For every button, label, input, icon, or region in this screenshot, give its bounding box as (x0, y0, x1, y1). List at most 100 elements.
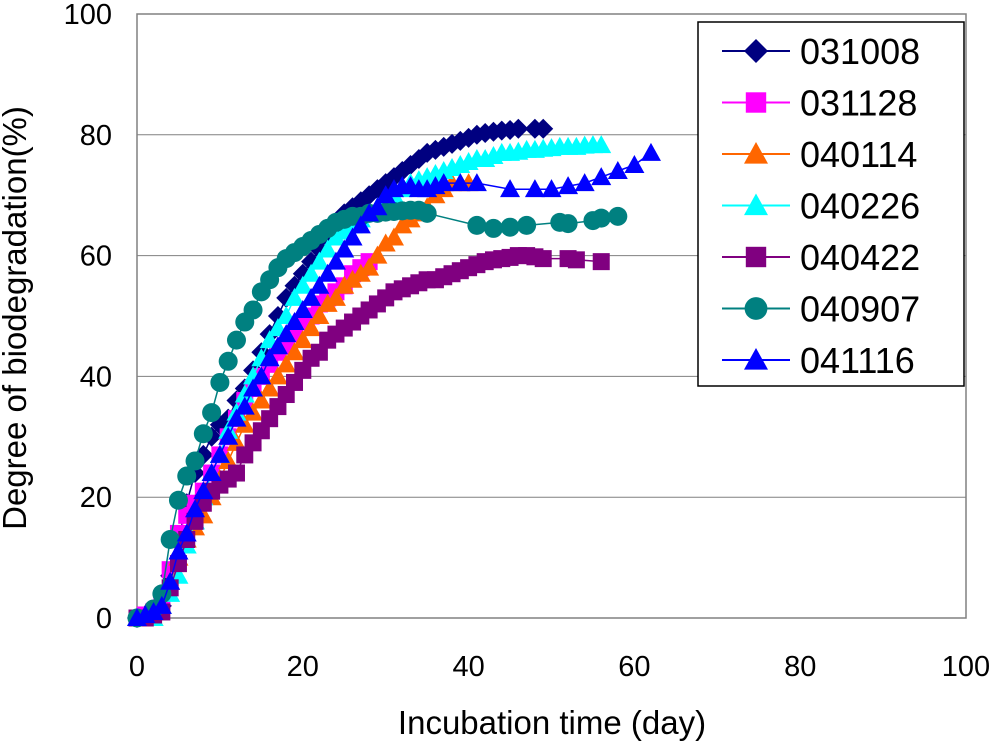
data-point (640, 142, 661, 161)
y-tick-label: 80 (80, 120, 112, 152)
data-point (284, 342, 305, 361)
legend-label: 040226 (800, 186, 920, 227)
data-point (168, 490, 188, 510)
data-point (508, 118, 529, 139)
data-point (267, 336, 288, 355)
data-point (608, 206, 628, 226)
series-041116 (127, 142, 661, 626)
data-point (517, 215, 537, 235)
data-point (202, 403, 222, 423)
data-point (226, 408, 247, 427)
legend-marker (744, 142, 768, 164)
data-point (151, 595, 172, 614)
legend-box (697, 21, 965, 387)
data-point (534, 250, 552, 268)
data-point (201, 463, 222, 482)
legend-label: 040907 (800, 289, 920, 330)
legend-label: 031008 (800, 31, 920, 72)
x-axis-ticks: 0 20 40 60 80 100 (129, 651, 990, 683)
data-point (624, 155, 645, 173)
legend: 031008 031128 040114 040226 040422 040907 0411… (697, 21, 965, 387)
legend-item-041116: 041116 (722, 340, 915, 381)
y-tick-label: 60 (80, 241, 112, 273)
legend-marker (744, 348, 768, 370)
data-point (317, 263, 338, 282)
data-point (251, 366, 272, 385)
legend-marker (745, 246, 767, 268)
legend-label: 041116 (800, 340, 915, 381)
y-axis-title: Degree of biodegradation(%) (0, 106, 33, 530)
data-point (325, 287, 346, 306)
legend-item-040226: 040226 (722, 186, 920, 227)
data-point (359, 257, 380, 276)
data-point (541, 179, 562, 198)
data-point (176, 523, 197, 542)
legend-item-040422: 040422 (722, 237, 920, 278)
legend-label: 031128 (800, 83, 917, 124)
data-point (383, 227, 404, 246)
data-point (450, 173, 471, 192)
data-point (259, 378, 280, 397)
data-point (168, 541, 189, 560)
data-point (342, 227, 363, 246)
data-point (500, 179, 521, 198)
data-point (301, 287, 322, 306)
data-point (193, 481, 214, 500)
legend-item-031008: 031008 (722, 31, 920, 72)
data-point (433, 173, 454, 192)
data-point (160, 529, 180, 549)
legend-label: 040114 (800, 134, 917, 175)
data-point (309, 306, 330, 324)
data-point (367, 245, 388, 264)
data-point (276, 354, 297, 373)
data-point (177, 466, 197, 486)
data-point (309, 275, 330, 294)
legend-item-040114: 040114 (722, 134, 917, 175)
y-axis-ticks: 0 20 40 60 80 100 (64, 0, 112, 635)
data-point (350, 215, 371, 234)
data-point (284, 287, 305, 306)
data-point (193, 424, 213, 444)
data-point (591, 208, 611, 228)
x-axis-title: Incubation time (day) (398, 704, 706, 741)
x-tick-label: 100 (942, 651, 990, 683)
data-point (292, 275, 313, 294)
data-point (284, 312, 305, 331)
data-point (591, 167, 612, 186)
data-point (218, 351, 238, 371)
y-tick-label: 40 (80, 361, 112, 393)
data-point (309, 251, 330, 270)
data-point (334, 239, 355, 258)
data-point (567, 251, 585, 269)
data-point (592, 253, 610, 271)
data-point (367, 197, 388, 216)
y-tick-label: 20 (80, 482, 112, 514)
x-tick-label: 60 (618, 651, 650, 683)
x-tick-label: 40 (452, 651, 484, 683)
data-point (292, 330, 313, 349)
data-point (185, 451, 205, 471)
data-point (301, 263, 322, 282)
legend-item-040907: 040907 (722, 289, 920, 330)
data-point (251, 390, 272, 409)
data-point (574, 173, 595, 192)
data-point (276, 324, 297, 343)
data-point (417, 203, 437, 223)
legend-label: 040422 (800, 237, 920, 278)
data-point (234, 396, 255, 415)
legend-marker (744, 193, 768, 216)
data-point (243, 300, 263, 320)
plot-area-border (136, 13, 967, 619)
data-point (533, 118, 554, 139)
data-point (483, 218, 503, 238)
data-point (558, 176, 579, 195)
data-point (558, 214, 578, 234)
data-point (325, 251, 346, 270)
data-point (267, 366, 288, 385)
data-point (226, 330, 246, 350)
data-point (591, 135, 612, 154)
legend-marker (744, 297, 768, 320)
data-point (259, 348, 280, 367)
data-point (500, 217, 520, 237)
data-point (607, 161, 628, 180)
